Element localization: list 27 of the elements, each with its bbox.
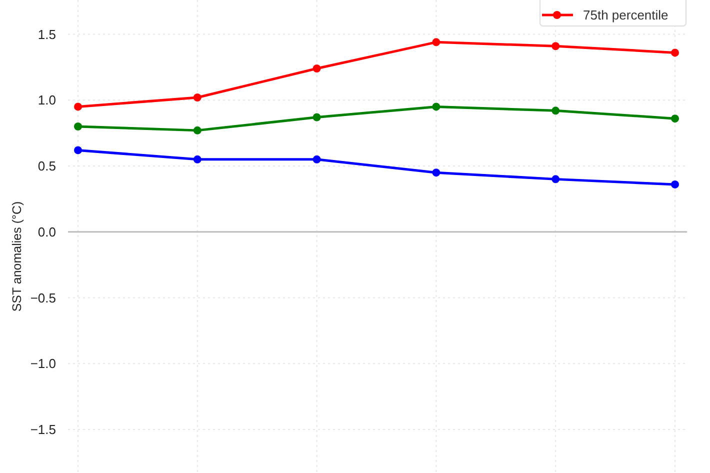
point: [312, 113, 321, 122]
y-tick-label: 1.0: [38, 92, 56, 108]
point: [312, 64, 321, 73]
y-tick-label: 0.5: [38, 158, 56, 174]
point: [312, 155, 321, 164]
y-tick-label: −1.5: [30, 422, 56, 438]
point: [193, 94, 202, 102]
point: [193, 155, 202, 164]
point: [671, 180, 679, 188]
legend-label: 75th percentile: [583, 8, 668, 23]
point: [552, 175, 560, 184]
point: [74, 146, 82, 154]
point: [432, 168, 440, 177]
point: [552, 42, 560, 50]
point: [671, 114, 679, 123]
point: [432, 102, 440, 111]
y-tick-label: −0.5: [30, 290, 56, 306]
point: [432, 38, 440, 46]
y-tick-label: 0.0: [38, 224, 56, 240]
point: [671, 48, 679, 57]
point: [193, 126, 202, 134]
point: [74, 122, 82, 130]
point: [552, 106, 560, 115]
point: [74, 102, 82, 111]
y-tick-label: −1.0: [30, 356, 56, 372]
y-tick-label: 1.5: [38, 26, 56, 42]
y-axis-title: SST anomalies (°C): [10, 201, 24, 312]
